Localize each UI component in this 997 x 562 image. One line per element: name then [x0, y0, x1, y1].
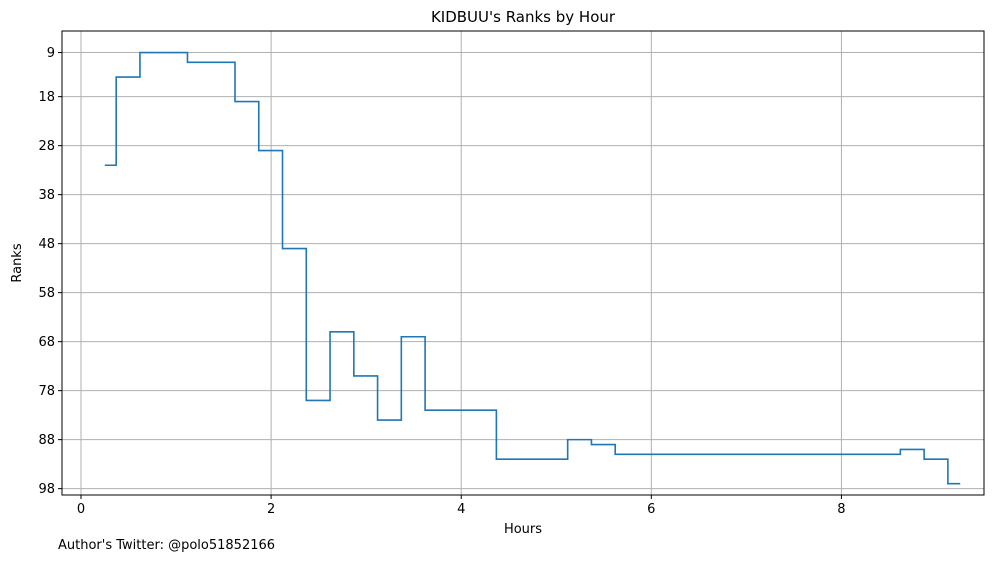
y-tick-label: 9 [47, 46, 55, 61]
plot-frame [61, 30, 985, 496]
y-tick-label: 48 [38, 237, 55, 252]
x-tick-label: 0 [77, 502, 85, 517]
author-twitter-note: Author's Twitter: @polo51852166 [58, 538, 276, 553]
y-tick-label: 88 [38, 433, 55, 448]
grid-lines [62, 31, 984, 495]
y-tick-label: 58 [38, 286, 55, 301]
x-tick-label: 8 [837, 502, 845, 517]
rank-line-series [104, 51, 961, 485]
y-tick-label: 38 [38, 188, 55, 203]
y-tick-label: 78 [38, 384, 55, 399]
x-tick-label: 4 [457, 502, 465, 517]
y-tick-label: 28 [38, 139, 55, 154]
y-tick-label: 98 [38, 482, 55, 497]
y-axis-label: Ranks [10, 243, 25, 282]
x-tick-label: 6 [647, 502, 655, 517]
x-tick-label: 2 [267, 502, 275, 517]
chart-title: KIDBUU's Ranks by Hour [431, 8, 616, 26]
y-tick-label: 68 [38, 335, 55, 350]
y-tick-label: 18 [38, 90, 55, 105]
rank-step-line [104, 51, 961, 485]
x-axis-label: Hours [504, 522, 542, 537]
